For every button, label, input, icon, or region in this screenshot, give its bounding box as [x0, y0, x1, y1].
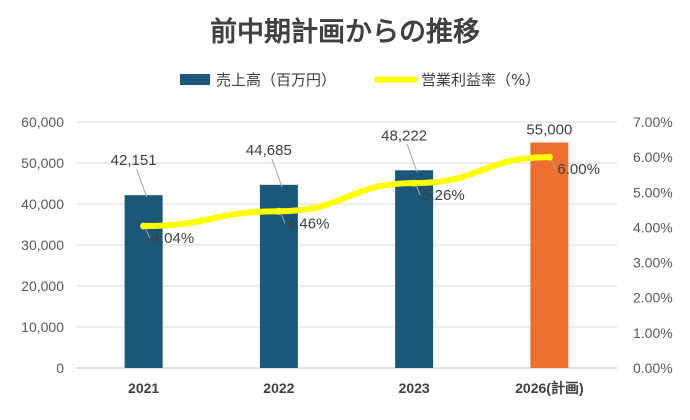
leader-lines [136, 144, 556, 239]
bar-label-leader [406, 144, 418, 173]
bar-data-labels: 42,151 44,685 48,222 55,000 [111, 122, 573, 170]
left-tick-label: 40,000 [21, 196, 64, 212]
left-tick-label: 30,000 [21, 237, 64, 253]
x-tick-label: 2026(計画) [515, 380, 583, 396]
x-tick-label: 2021 [128, 380, 159, 396]
legend: 売上高（百万円） 営業利益率（%） [180, 71, 540, 89]
gridlines [76, 121, 617, 369]
right-tick-label: 5.00% [633, 184, 673, 200]
right-axis-ticks: 0.00% 1.00% 2.00% 3.00% 4.00% 5.00% 6.00% 7.00% [633, 114, 673, 376]
left-tick-label: 50,000 [21, 155, 64, 171]
bar-label-leader [136, 169, 148, 198]
line-data-labels: 4.04% 4.46% 5.26% 6.00% [152, 161, 600, 247]
bar-sales [124, 195, 163, 368]
bar-data-label: 55,000 [526, 122, 572, 139]
bar-sales [395, 170, 434, 368]
x-tick-label: 2022 [263, 380, 294, 396]
right-tick-label: 4.00% [633, 219, 673, 235]
margin-point [140, 222, 148, 230]
margin-point [275, 207, 283, 215]
right-tick-label: 0.00% [633, 360, 673, 376]
legend-swatch-sales [180, 74, 210, 85]
bar-sales [259, 184, 298, 368]
margin-point [545, 153, 553, 161]
line-data-label: 4.46% [287, 215, 330, 232]
left-tick-label: 20,000 [21, 278, 64, 294]
legend-label-margin: 営業利益率（%） [421, 71, 540, 89]
line-data-label: 6.00% [557, 161, 600, 178]
legend-label-sales: 売上高（百万円） [216, 71, 336, 89]
line-data-label: 4.04% [152, 230, 195, 247]
right-tick-label: 3.00% [633, 255, 673, 271]
bar-data-label: 48,222 [381, 127, 427, 144]
bar-sales [530, 142, 569, 368]
margin-line [140, 153, 553, 230]
x-axis-ticks: 2021 2022 2023 2026(計画) [128, 380, 584, 396]
margin-series-line [140, 154, 553, 230]
x-tick-label: 2023 [399, 380, 430, 396]
line-label-leader [415, 184, 421, 196]
bar-data-label: 42,151 [111, 152, 157, 169]
bar-label-leader [271, 158, 283, 187]
right-tick-label: 1.00% [633, 325, 673, 341]
line-label-leader [145, 227, 151, 239]
left-axis-ticks: 0 10,000 20,000 30,000 40,000 50,000 60,000 [21, 114, 64, 376]
left-tick-label: 60,000 [21, 114, 64, 130]
chart-title: 前中期計画からの推移 [210, 16, 480, 48]
margin-point [410, 179, 418, 187]
line-label-leader [550, 158, 556, 170]
line-data-label: 5.26% [422, 187, 465, 204]
bars [124, 142, 569, 368]
right-tick-label: 2.00% [633, 290, 673, 306]
right-tick-label: 6.00% [633, 149, 673, 165]
line-label-leader [280, 213, 286, 224]
left-tick-label: 0 [56, 360, 64, 376]
left-tick-label: 10,000 [21, 319, 64, 335]
right-tick-label: 7.00% [633, 114, 673, 130]
bar-data-label: 44,685 [246, 142, 292, 159]
